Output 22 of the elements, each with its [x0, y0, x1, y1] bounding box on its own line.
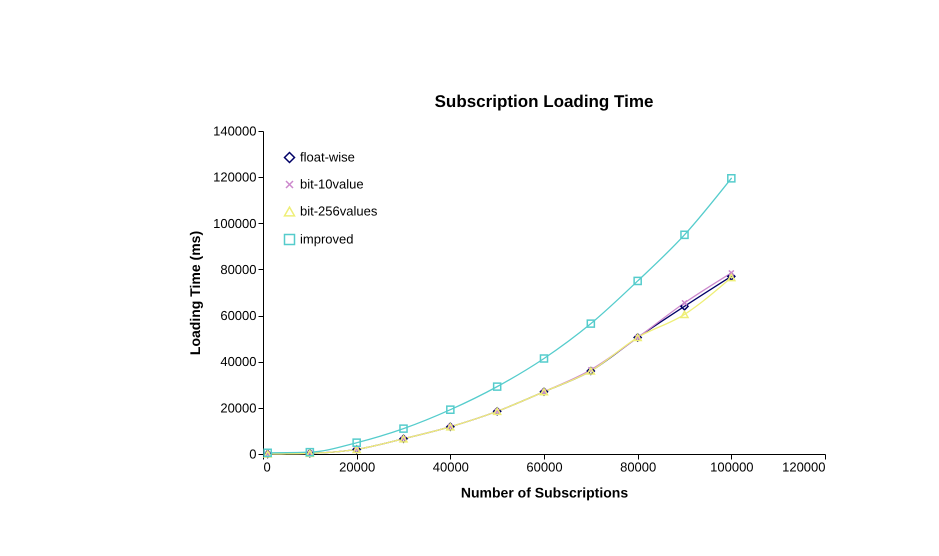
- y-tick-label: 60000: [220, 308, 256, 324]
- x-tick-label: 40000: [432, 460, 469, 474]
- legend-label: improved: [300, 232, 354, 246]
- y-tick-label: 0: [249, 446, 256, 462]
- x-tick-label: 120000: [782, 460, 826, 474]
- x-tick-label: 20000: [339, 460, 376, 474]
- y-tick-label: 100000: [213, 216, 256, 231]
- y-tick-label: 40000: [220, 354, 256, 370]
- x-tick-label: 60000: [526, 460, 563, 474]
- x-tick-label: 80000: [620, 460, 656, 474]
- y-tick-label: 80000: [220, 262, 256, 277]
- legend-label: bit-256values: [300, 204, 378, 218]
- x-tick-label: 0: [264, 460, 271, 474]
- legend-label: float-wise: [300, 150, 355, 164]
- x-axis-title: Number of Subscriptions: [460, 484, 628, 500]
- y-tick-label: 20000: [220, 400, 256, 416]
- y-tick-label: 140000: [213, 124, 256, 138]
- chart-title: Subscription Loading Time: [434, 92, 654, 111]
- y-axis-title: Loading Time (ms): [187, 230, 204, 356]
- y-tick-label: 120000: [213, 170, 256, 185]
- legend-label: bit-10value: [300, 176, 364, 192]
- x-tick-label: 100000: [710, 460, 754, 474]
